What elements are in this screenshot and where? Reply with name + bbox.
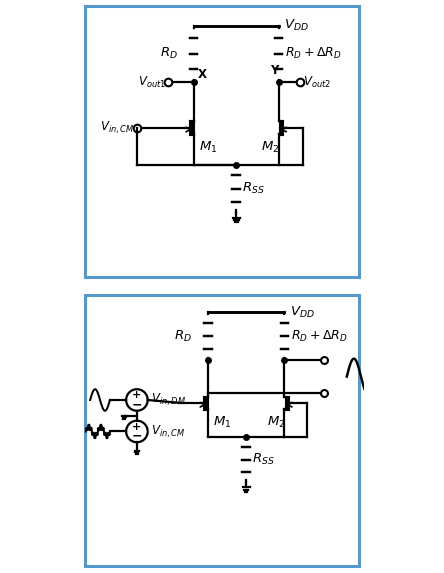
Text: $R_D$: $R_D$ (160, 46, 178, 61)
Text: $V_{in,DM}$: $V_{in,DM}$ (151, 392, 186, 408)
Text: $V_{in,CM}$: $V_{in,CM}$ (151, 423, 185, 439)
Text: $V_{out2}$: $V_{out2}$ (303, 74, 331, 90)
Text: $M_1$: $M_1$ (213, 415, 231, 430)
Text: $R_D$: $R_D$ (174, 328, 192, 344)
Text: $M_1$: $M_1$ (199, 140, 217, 155)
Text: X: X (198, 68, 206, 81)
Text: $V_{in,CM}$: $V_{in,CM}$ (100, 119, 134, 136)
Text: $M_2$: $M_2$ (267, 415, 285, 430)
Text: $V_{out1}$: $V_{out1}$ (138, 74, 166, 90)
Text: +: + (132, 422, 142, 431)
Text: $R_{SS}$: $R_{SS}$ (252, 452, 275, 467)
Text: $R_D+\Delta R_D$: $R_D+\Delta R_D$ (291, 328, 347, 344)
Text: Y: Y (270, 64, 278, 77)
Text: −: − (132, 398, 142, 411)
Text: +: + (132, 390, 142, 400)
Text: $R_{SS}$: $R_{SS}$ (242, 181, 265, 196)
Text: $M_2$: $M_2$ (261, 140, 279, 155)
Text: $V_{DD}$: $V_{DD}$ (284, 18, 309, 33)
Text: $R_D+\Delta R_D$: $R_D+\Delta R_D$ (285, 46, 341, 61)
Text: $V_{DD}$: $V_{DD}$ (289, 304, 314, 320)
Text: −: − (132, 430, 142, 443)
